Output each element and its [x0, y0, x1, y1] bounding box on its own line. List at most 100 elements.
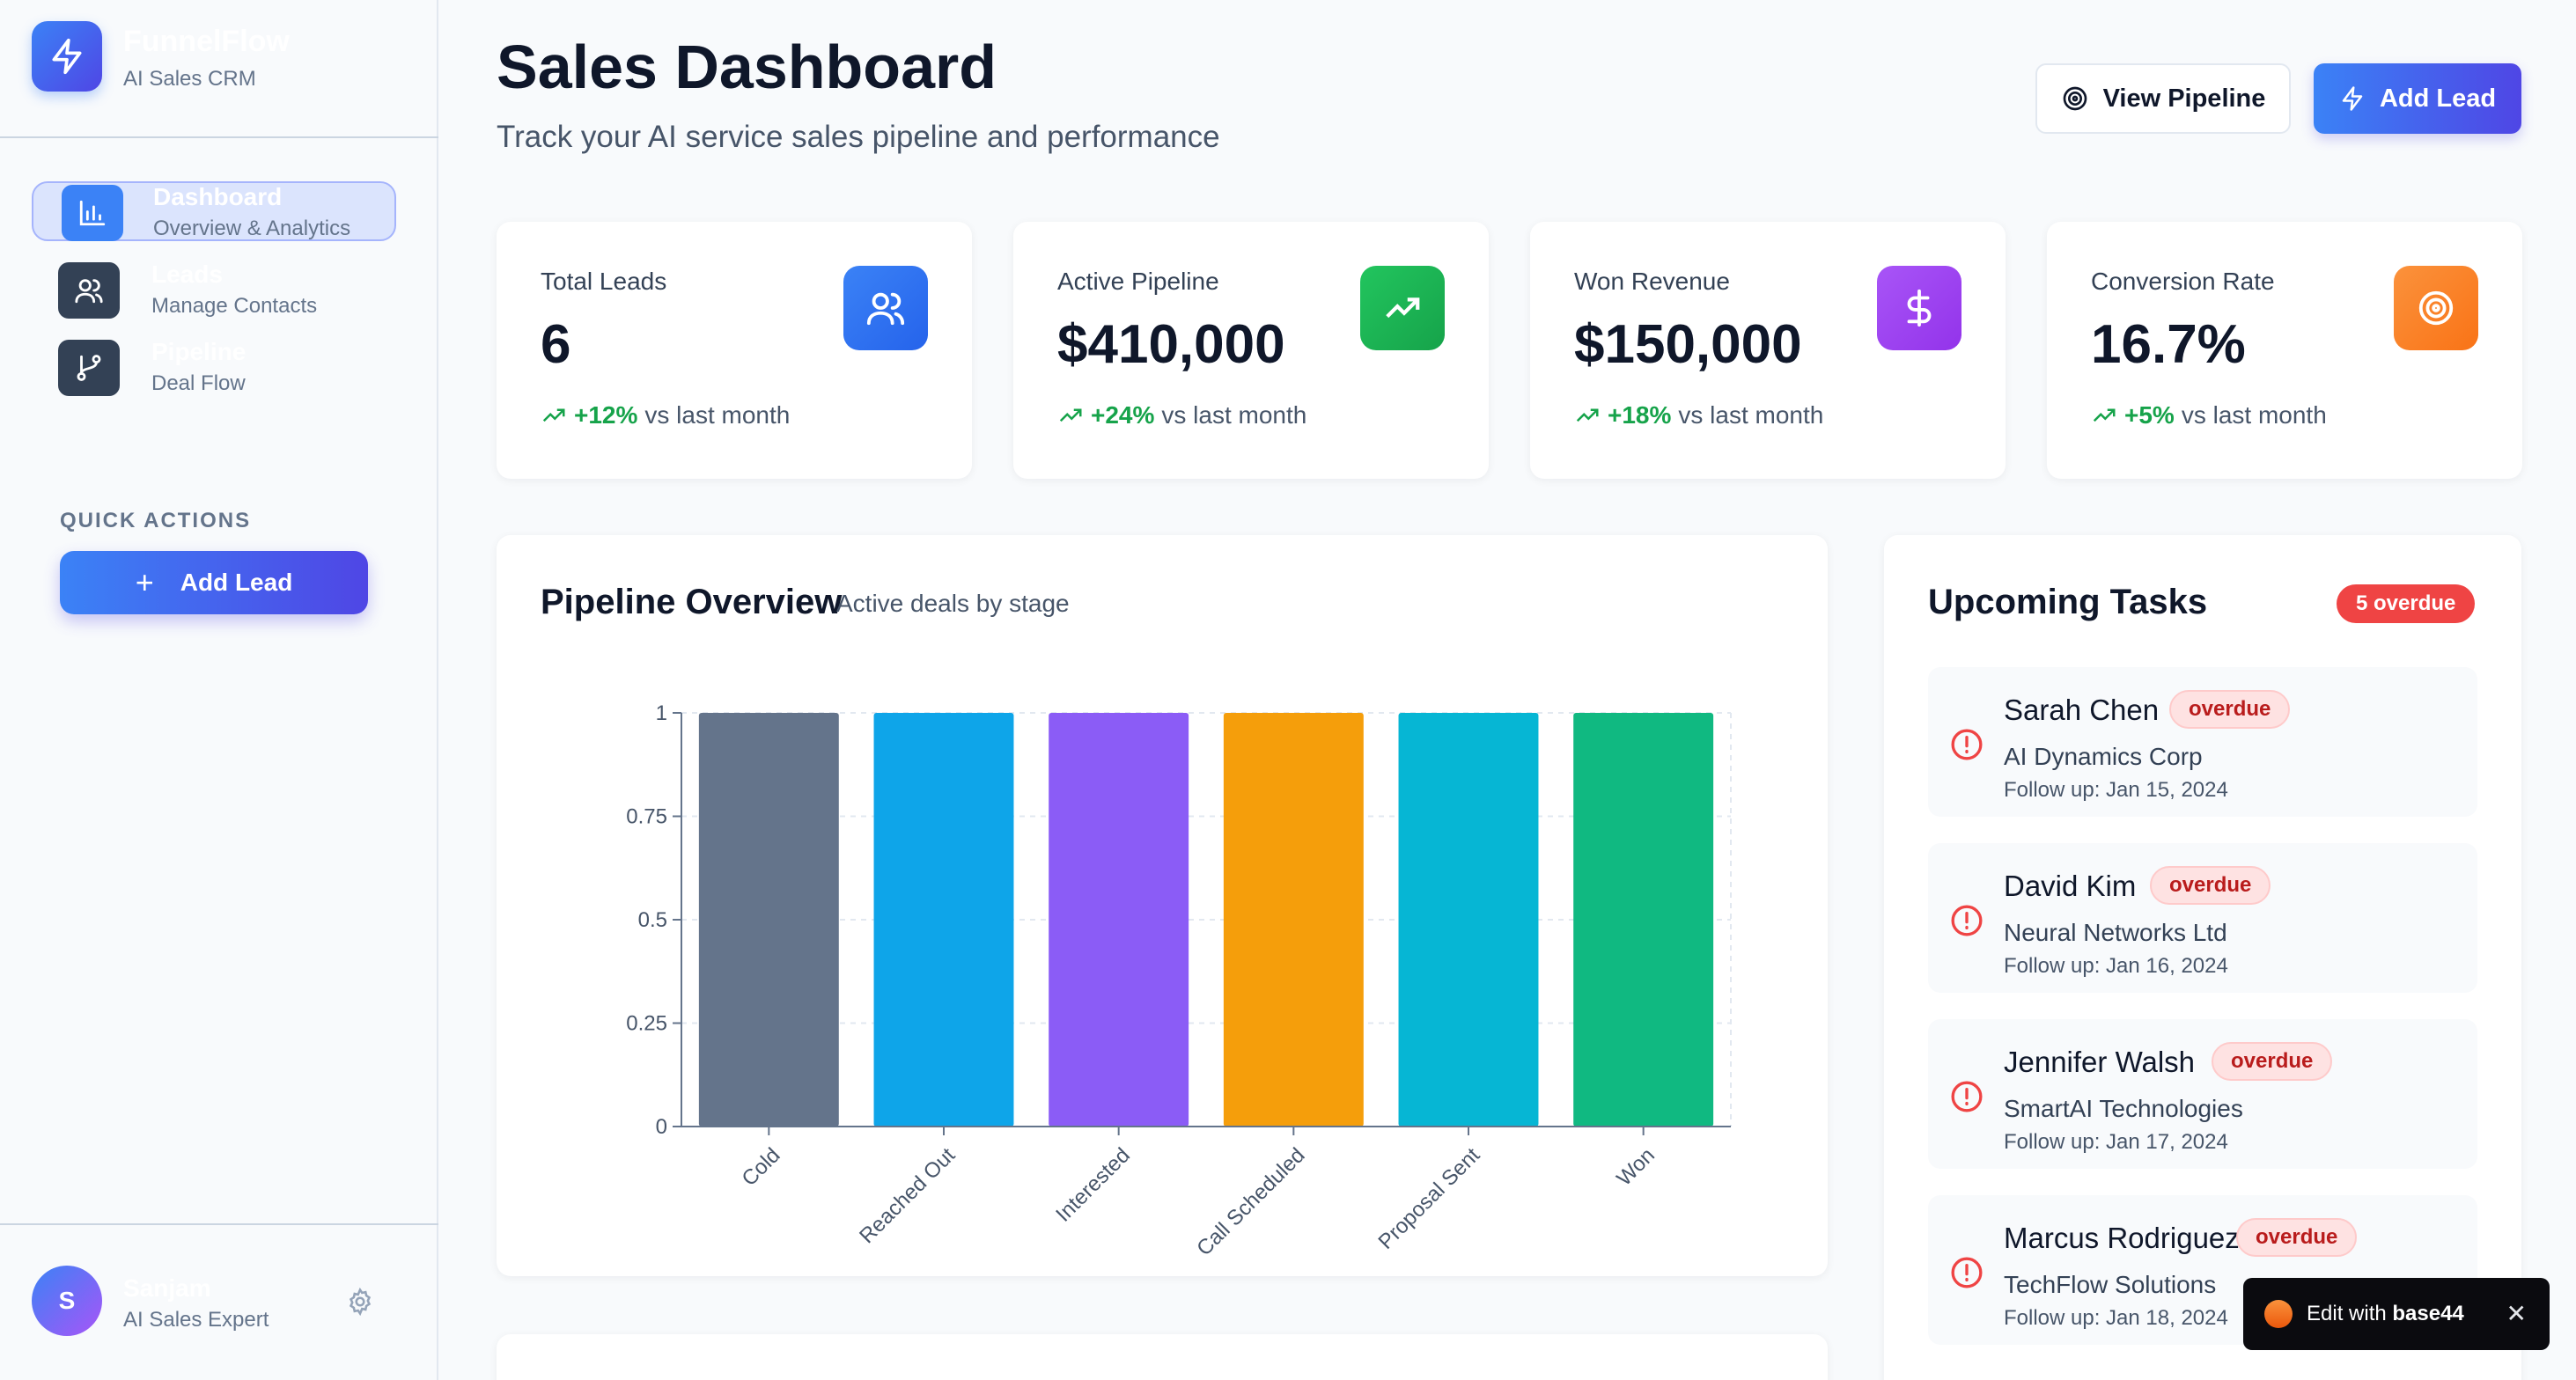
- bar[interactable]: [1223, 713, 1364, 1127]
- task-item[interactable]: Jennifer Walsh overdue SmartAI Technolog…: [1928, 1019, 2477, 1169]
- bottom-panel: [497, 1334, 1828, 1380]
- bar[interactable]: [1049, 713, 1189, 1127]
- alert-circle-icon: [1951, 1257, 1983, 1288]
- x-tick-label: Cold: [738, 1143, 785, 1191]
- pipeline-bar-chart: 0 0.25 0.5 0.75 1 Cold Reached Out Interested Ca…: [626, 701, 1732, 1257]
- task-follow-up: Follow up: Jan 17, 2024: [2004, 1130, 2228, 1154]
- task-name: Jennifer Walsh: [2004, 1046, 2196, 1078]
- quick-actions-title: QUICK ACTIONS: [60, 509, 252, 532]
- sidebar-divider: [0, 136, 438, 138]
- trending-up-icon: [2093, 408, 2116, 422]
- user-role: AI Sales Expert: [123, 1308, 269, 1332]
- users-icon: [58, 262, 120, 319]
- x-tick-label: Won: [1612, 1143, 1660, 1191]
- sidebar-item-pipeline[interactable]: Pipeline Deal Flow: [32, 338, 396, 398]
- avatar[interactable]: S: [32, 1266, 102, 1336]
- alert-circle-icon: [1951, 1081, 1983, 1112]
- sidebar-divider: [0, 1223, 438, 1225]
- x-tick-label: Proposal Sent: [1374, 1143, 1485, 1254]
- stat-change-suffix: vs last month: [1678, 401, 1824, 429]
- base44-logo-icon: [2264, 1300, 2293, 1328]
- trending-up-icon: [1576, 408, 1599, 422]
- bar[interactable]: [873, 713, 1014, 1127]
- view-pipeline-label: View Pipeline: [2102, 84, 2266, 113]
- sidebar-item-dashboard[interactable]: Dashboard Overview & Analytics: [32, 181, 396, 241]
- stat-change: +18%: [1608, 401, 1672, 429]
- stat-change: +24%: [1091, 401, 1155, 429]
- sidebar-item-sub: Overview & Analytics: [153, 217, 351, 240]
- stat-label: Total Leads: [541, 268, 667, 295]
- x-tick-label: Reached Out: [855, 1143, 960, 1248]
- lightning-icon: [2342, 86, 2363, 111]
- sidebar-item-label: Leads: [151, 261, 223, 288]
- dollar-icon: [1877, 266, 1961, 350]
- stat-card-total-leads: Total Leads 6 +12% vs last month: [497, 222, 972, 479]
- task-item[interactable]: Marcus Rodriguez overdue TechFlow Soluti…: [1928, 1195, 2477, 1345]
- sidebar-item-sub: Manage Contacts: [151, 294, 318, 318]
- y-tick-label: 0.5: [638, 908, 667, 932]
- sidebar-item-sub: Deal Flow: [151, 371, 246, 395]
- task-item[interactable]: Sarah Chen overdue AI Dynamics Corp Foll…: [1928, 667, 2477, 817]
- stat-label: Won Revenue: [1574, 268, 1730, 295]
- target-icon: [2063, 86, 2087, 111]
- task-company: SmartAI Technologies: [2004, 1095, 2243, 1122]
- overdue-badge: overdue: [2236, 1218, 2358, 1257]
- stat-trend: +12% vs last month: [541, 401, 790, 429]
- y-tick-label: 0: [656, 1115, 667, 1139]
- bar[interactable]: [1573, 713, 1714, 1127]
- target-icon: [2394, 266, 2478, 350]
- stat-trend: +18% vs last month: [1574, 401, 1823, 429]
- stat-trend: +5% vs last month: [2091, 401, 2327, 429]
- pipeline-panel: Pipeline Overview Active deals by stage …: [497, 535, 1828, 1276]
- lightning-icon: [32, 21, 102, 92]
- task-name: David Kim: [2004, 870, 2137, 902]
- stat-card-won-revenue: Won Revenue $150,000 +18% vs last month: [1530, 222, 2006, 479]
- stat-value: 6: [541, 314, 571, 375]
- stat-change-suffix: vs last month: [2181, 401, 2327, 429]
- add-lead-label: Add Lead: [2379, 84, 2497, 113]
- task-company: Neural Networks Ltd: [2004, 919, 2227, 946]
- alert-circle-icon: [1951, 905, 1983, 936]
- task-follow-up: Follow up: Jan 15, 2024: [2004, 778, 2228, 802]
- task-company: AI Dynamics Corp: [2004, 743, 2203, 770]
- task-follow-up: Follow up: Jan 18, 2024: [2004, 1306, 2228, 1330]
- stat-card-conversion-rate: Conversion Rate 16.7% +5% vs last month: [2047, 222, 2522, 479]
- sidebar-item-label: Pipeline: [151, 338, 247, 365]
- toast-brand: base44: [2392, 1302, 2464, 1325]
- bar[interactable]: [698, 713, 839, 1127]
- alert-circle-icon: [1951, 729, 1983, 760]
- stat-label: Conversion Rate: [2091, 268, 2275, 295]
- trending-up-icon: [542, 408, 565, 422]
- bar-chart-icon: [62, 185, 123, 241]
- overdue-badge: overdue: [2150, 866, 2271, 905]
- sidebar-item-leads[interactable]: Leads Manage Contacts: [32, 261, 396, 320]
- stat-value: 16.7%: [2091, 314, 2246, 375]
- stat-value: $410,000: [1057, 314, 1285, 375]
- tasks-panel: Upcoming Tasks 5 overdue Sarah Chen over…: [1884, 535, 2521, 1380]
- git-branch-icon: [58, 340, 120, 396]
- gear-icon[interactable]: [345, 1287, 375, 1317]
- overdue-badge: overdue: [2212, 1042, 2333, 1081]
- sidebar: FunnelFlow AI Sales CRM Dashboard Overvi…: [0, 0, 438, 1380]
- toast-prefix: Edit with: [2307, 1302, 2387, 1325]
- view-pipeline-button[interactable]: View Pipeline: [2035, 63, 2291, 134]
- task-item[interactable]: David Kim overdue Neural Networks Ltd Fo…: [1928, 843, 2477, 993]
- quick-add-label: Add Lead: [180, 569, 293, 596]
- brand[interactable]: FunnelFlow AI Sales CRM: [32, 21, 437, 136]
- stat-change: +12%: [574, 401, 638, 429]
- overdue-count-badge: 5 overdue: [2337, 584, 2476, 623]
- stat-change-suffix: vs last month: [1161, 401, 1307, 429]
- stat-change: +5%: [2124, 401, 2175, 429]
- trending-up-icon: [1059, 408, 1082, 422]
- bar[interactable]: [1398, 713, 1539, 1127]
- pipeline-subtitle: Active deals by stage: [836, 590, 1070, 617]
- quick-add-lead-button[interactable]: + Add Lead: [60, 551, 368, 614]
- edit-with-base44-toast[interactable]: Edit with base44 ✕: [2243, 1278, 2550, 1350]
- close-icon[interactable]: ✕: [2506, 1300, 2527, 1327]
- task-follow-up: Follow up: Jan 16, 2024: [2004, 954, 2228, 978]
- add-lead-button[interactable]: Add Lead: [2314, 63, 2521, 134]
- task-name: Sarah Chen: [2004, 694, 2160, 726]
- plus-icon: +: [135, 564, 154, 600]
- brand-subtitle: AI Sales CRM: [123, 67, 256, 91]
- user-name: Sanjam: [123, 1274, 211, 1302]
